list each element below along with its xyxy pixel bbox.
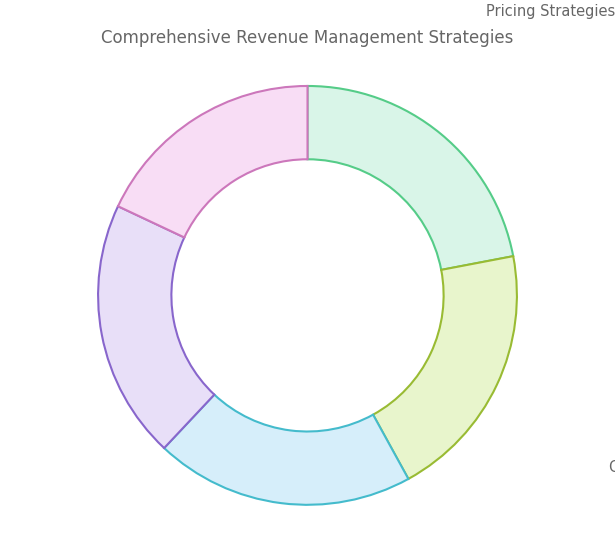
Wedge shape: [373, 256, 517, 479]
Wedge shape: [118, 86, 308, 237]
Text: Customizing
Pricing Strategies: Customizing Pricing Strategies: [486, 0, 615, 18]
Wedge shape: [164, 395, 408, 505]
Text: Monitoring
Competitors: Monitoring Competitors: [608, 441, 615, 475]
Wedge shape: [98, 206, 214, 448]
Text: Comprehensive Revenue Management Strategies: Comprehensive Revenue Management Strateg…: [101, 29, 514, 47]
Wedge shape: [308, 86, 513, 270]
